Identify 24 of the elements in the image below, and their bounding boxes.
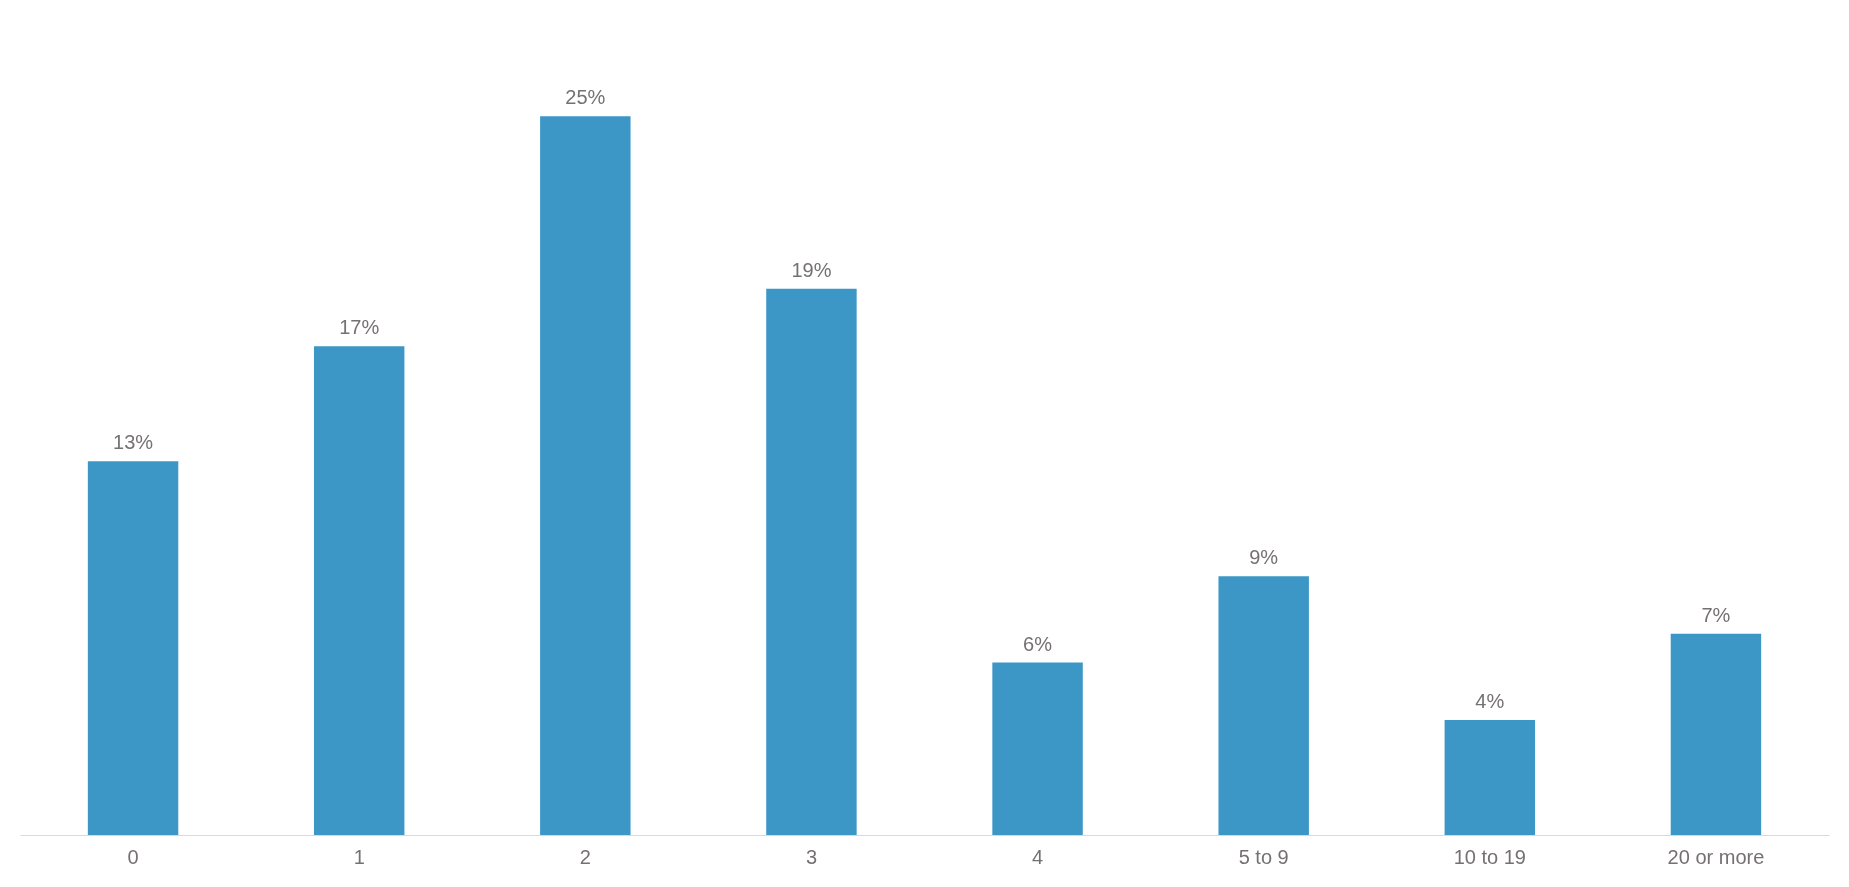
bar	[87, 461, 179, 835]
bar	[313, 346, 405, 835]
bar	[1444, 720, 1536, 835]
bar	[992, 662, 1083, 835]
bar	[766, 288, 857, 835]
x-tick-label: 1	[353, 845, 365, 868]
x-tick-label: 0	[127, 845, 139, 868]
data-label: 17%	[339, 316, 380, 339]
bar	[1670, 633, 1762, 835]
data-label: 13%	[113, 431, 154, 454]
data-label: 9%	[1249, 546, 1279, 569]
x-tick-label: 3	[805, 845, 817, 868]
data-label: 7%	[1701, 603, 1731, 626]
x-tick-label: 4	[1032, 845, 1044, 868]
data-label: 4%	[1475, 690, 1505, 712]
x-tick-label: 10 to 19	[1453, 845, 1526, 868]
x-tick-label: 20 or more	[1667, 845, 1765, 868]
data-label: 6%	[1023, 632, 1053, 655]
bar	[1218, 576, 1309, 835]
x-tick-label: 2	[579, 845, 591, 868]
data-label: 19%	[791, 258, 832, 281]
data-label: 25%	[565, 86, 606, 109]
bar	[540, 116, 631, 835]
x-tick-label: 5 to 9	[1238, 845, 1289, 868]
